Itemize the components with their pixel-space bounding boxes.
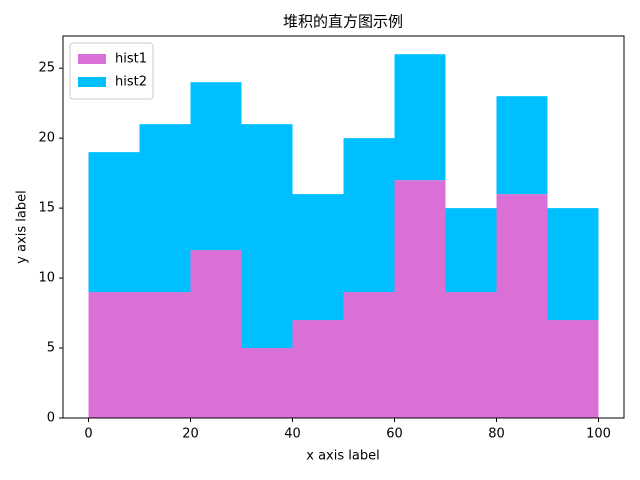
x-tick-label: 40 — [284, 427, 301, 442]
bar — [343, 292, 395, 418]
x-tick-label: 100 — [586, 427, 611, 442]
legend: hist1 hist2 — [69, 42, 154, 100]
x-tick-label: 60 — [386, 427, 403, 442]
bar — [496, 96, 548, 195]
bar — [445, 208, 497, 293]
x-axis-label: x axis label — [306, 449, 379, 464]
bar — [394, 180, 446, 418]
x-tick-label: 20 — [182, 427, 199, 442]
legend-label: hist2 — [115, 75, 147, 90]
bar — [292, 320, 344, 418]
bar — [343, 138, 395, 293]
bar — [496, 194, 548, 418]
bar — [394, 54, 446, 181]
legend-swatch — [78, 77, 106, 87]
axes-frame — [62, 35, 625, 419]
legend-swatch — [78, 54, 106, 64]
chart-title: 堆积的直方图示例 — [283, 13, 403, 31]
y-tick-label: 10 — [38, 271, 55, 286]
y-axis-label: y axis label — [15, 190, 30, 263]
bar — [88, 292, 140, 418]
bar — [190, 250, 242, 418]
y-tick-label: 5 — [47, 341, 55, 356]
bar — [139, 124, 191, 293]
y-tick-label: 20 — [38, 131, 55, 146]
bar — [139, 292, 191, 418]
x-tick-label: 80 — [488, 427, 505, 442]
bar — [547, 208, 599, 321]
legend-label: hist1 — [115, 52, 147, 67]
bar — [445, 292, 497, 418]
bar — [241, 124, 293, 349]
bar — [547, 320, 599, 418]
bar — [190, 82, 242, 251]
bar — [241, 348, 293, 418]
x-tick-label: 0 — [84, 427, 92, 442]
y-tick-label: 25 — [38, 61, 55, 76]
bar — [88, 152, 140, 293]
bar — [292, 194, 344, 321]
y-tick-label: 0 — [47, 411, 55, 426]
y-tick-label: 15 — [38, 201, 55, 216]
